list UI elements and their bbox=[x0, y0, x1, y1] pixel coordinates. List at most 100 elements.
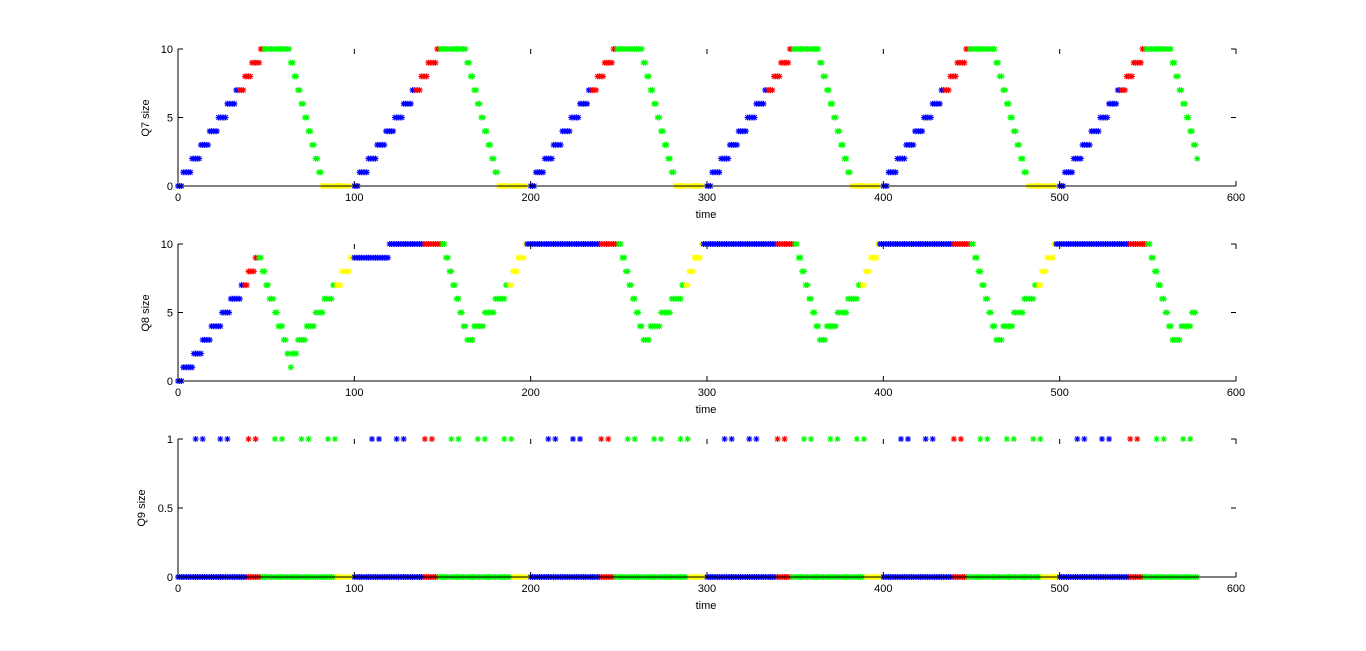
q7-data-point bbox=[832, 114, 839, 121]
q9-pulse-point bbox=[957, 436, 964, 442]
q7-data-point bbox=[480, 114, 487, 121]
q8-y-tick-label: 0 bbox=[167, 376, 173, 388]
q8-x-tick-label: 400 bbox=[874, 387, 892, 399]
q9-pulse-point bbox=[1030, 436, 1037, 442]
q7-data-point bbox=[645, 73, 652, 80]
q8-x-tick-label: 0 bbox=[175, 387, 181, 399]
q8-data-point bbox=[455, 295, 462, 302]
q7-data-point bbox=[1077, 155, 1084, 162]
q7-data-point bbox=[372, 155, 379, 162]
q7-data-point bbox=[599, 73, 606, 80]
q8-data-point bbox=[1037, 282, 1044, 289]
q7-data-point bbox=[1095, 128, 1102, 135]
q7-data-point bbox=[231, 100, 238, 107]
q8-data-point bbox=[1150, 254, 1157, 261]
q7-x-tick-label: 0 bbox=[175, 192, 181, 204]
q8-data-point bbox=[815, 323, 822, 330]
q8-data-point bbox=[444, 254, 451, 261]
q7-x-tick-label: 600 bbox=[1227, 192, 1245, 204]
q8-x-tick-label: 200 bbox=[521, 387, 539, 399]
q7-data-point bbox=[293, 73, 300, 80]
q7-data-point bbox=[1128, 73, 1135, 80]
q8-data-point bbox=[206, 336, 213, 343]
q7-data-point bbox=[490, 155, 497, 162]
q7-data-point bbox=[1194, 155, 1201, 162]
q7-data-point bbox=[901, 155, 908, 162]
q8-data-point bbox=[804, 282, 811, 289]
q9-pulse-point bbox=[508, 436, 515, 442]
q7-data-point bbox=[1086, 141, 1093, 148]
q8-x-tick-label: 100 bbox=[345, 387, 363, 399]
q9-pulse-point bbox=[834, 436, 841, 442]
q9-pulse-point bbox=[376, 436, 383, 442]
q9-pulse-point bbox=[245, 436, 252, 442]
q7-data-point bbox=[390, 128, 397, 135]
q7-data-point bbox=[892, 169, 899, 176]
q7-data-point bbox=[815, 46, 822, 52]
q9-pulse-point bbox=[624, 436, 631, 442]
q7-data-point bbox=[836, 128, 843, 135]
q7-data-point bbox=[469, 73, 476, 80]
q7-y-axis-label: Q7 size bbox=[140, 99, 152, 136]
q9-pulse-point bbox=[781, 436, 788, 442]
q9-pulse-point bbox=[217, 436, 224, 442]
q8-data-point bbox=[328, 295, 335, 302]
q7-data-point bbox=[829, 100, 836, 107]
q8-data-point bbox=[984, 295, 991, 302]
q7-x-axis-label: time bbox=[696, 209, 717, 221]
q7-data-point bbox=[1181, 100, 1188, 107]
q8-data-point bbox=[1030, 295, 1037, 302]
q7-data-point bbox=[670, 169, 677, 176]
q9-pulse-point bbox=[853, 436, 860, 442]
q9-x-tick-label: 100 bbox=[345, 583, 363, 595]
q7-x-tick-label: 400 bbox=[874, 192, 892, 204]
q7-x-tick-label: 200 bbox=[521, 192, 539, 204]
q9-pulse-point bbox=[658, 436, 665, 442]
q8-data-point bbox=[1187, 323, 1194, 330]
q8-data-point bbox=[873, 254, 880, 261]
q7-data-point bbox=[204, 141, 211, 148]
q9-pulse-point bbox=[1127, 436, 1134, 442]
q9-pulse-point bbox=[1003, 436, 1010, 442]
q9-x-tick-label: 300 bbox=[698, 583, 716, 595]
q7-data-point bbox=[649, 87, 656, 94]
q8-data-point bbox=[832, 323, 839, 330]
q9-pulse-point bbox=[728, 436, 735, 442]
q9-pulse-point bbox=[474, 436, 481, 442]
q7-data-point bbox=[1002, 87, 1008, 94]
q8-data-point bbox=[1164, 309, 1171, 316]
q7-data-point bbox=[1009, 114, 1016, 121]
q8-ticks: 0 100 200 300 400 500 600 0 5 10 bbox=[161, 239, 1245, 399]
q9-pulse-point bbox=[827, 436, 834, 442]
q7-data-point bbox=[1016, 141, 1023, 148]
q8-data-point bbox=[1042, 268, 1049, 275]
q9-pulse-point bbox=[305, 436, 312, 442]
q8-data-point bbox=[1009, 323, 1016, 330]
q8-data-point bbox=[1176, 336, 1183, 343]
subplot-q8: 0 100 200 300 400 500 600 0 5 10 time Q8 size bbox=[140, 239, 1245, 416]
q8-data-point bbox=[480, 323, 487, 330]
q8-data-point bbox=[1019, 309, 1026, 316]
q8-data-point bbox=[1153, 268, 1160, 275]
q8-data-point bbox=[257, 254, 264, 261]
q7-data-point bbox=[432, 59, 439, 66]
q8-x-tick-label: 600 bbox=[1227, 387, 1245, 399]
q7-data-point bbox=[1137, 59, 1144, 66]
q7-data-point bbox=[656, 114, 663, 121]
q7-data-point bbox=[843, 155, 850, 162]
q8-data-point bbox=[273, 309, 280, 316]
q8-data-point bbox=[520, 254, 527, 261]
q7-data-point bbox=[1178, 87, 1185, 94]
q9-y-tick-label: 0 bbox=[167, 572, 173, 584]
q9-pulse-point bbox=[421, 436, 428, 442]
q7-data-point bbox=[1104, 114, 1111, 121]
q8-data-point bbox=[645, 336, 652, 343]
q7-data-point bbox=[256, 59, 263, 66]
q8-data-point bbox=[226, 309, 233, 316]
q8-data-point bbox=[987, 309, 994, 316]
q7-data-point bbox=[314, 155, 321, 162]
q8-data-point bbox=[1167, 323, 1174, 330]
q8-data-point bbox=[624, 268, 631, 275]
q9-y-tick-label: 1 bbox=[167, 434, 173, 446]
